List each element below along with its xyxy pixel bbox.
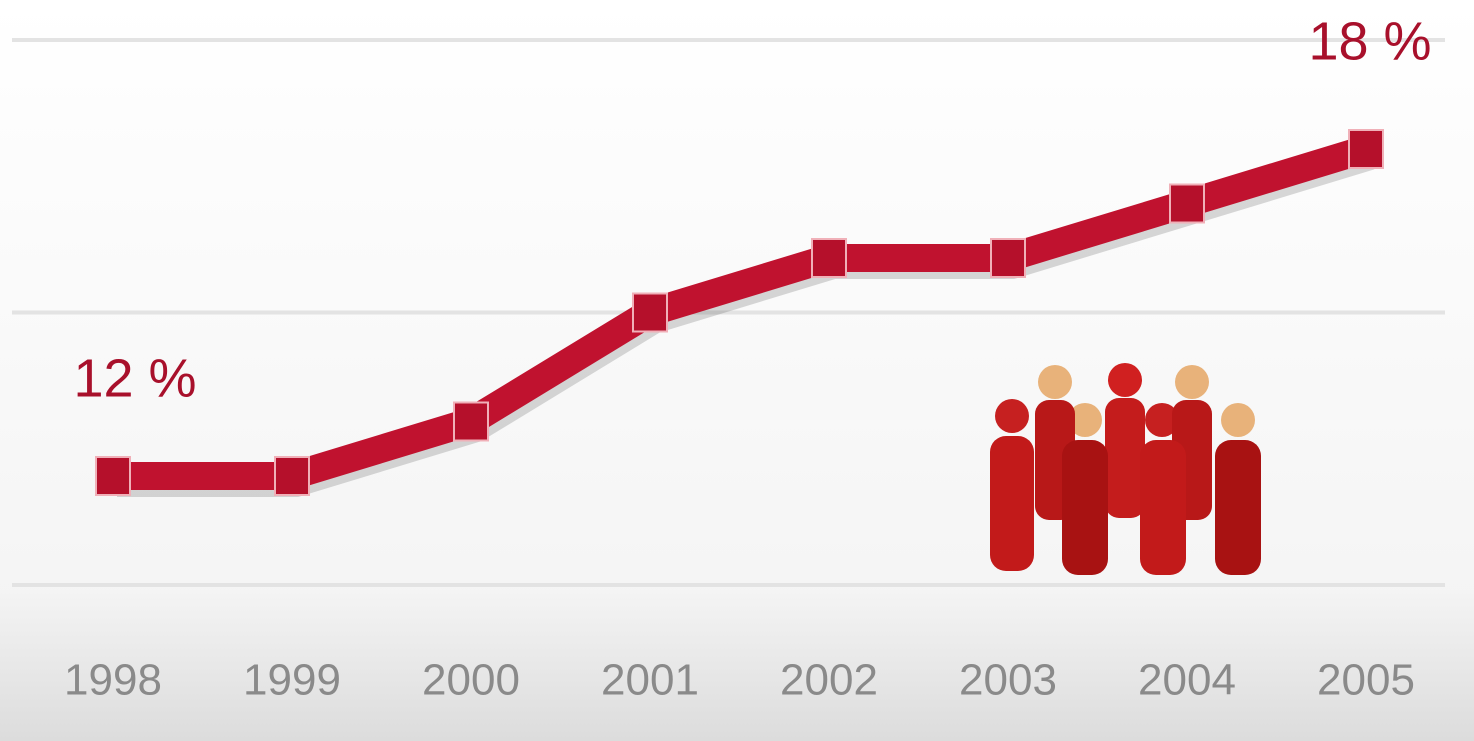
data-point: [95, 456, 131, 496]
x-tick-label: 1999: [243, 656, 341, 705]
value-label: 18 %: [1308, 11, 1431, 71]
x-tick-label: 1998: [64, 656, 162, 705]
x-tick-label: 2002: [780, 656, 878, 705]
x-tick-label: 2000: [422, 656, 520, 705]
data-point: [453, 401, 489, 442]
x-tick-label: 2003: [959, 656, 1057, 705]
value-label: 12 %: [73, 348, 196, 408]
data-point: [1169, 183, 1205, 224]
people-icon: [990, 363, 1261, 575]
data-point: [990, 238, 1026, 278]
x-tick-label: 2001: [601, 656, 699, 705]
data-point: [274, 456, 310, 496]
x-tick-label: 2004: [1138, 656, 1236, 705]
data-line: [113, 135, 1371, 490]
x-tick-label: 2005: [1317, 656, 1415, 705]
axis-band: [0, 590, 1474, 741]
data-point: [632, 292, 668, 333]
data-point: [811, 238, 847, 278]
data-point: [1348, 129, 1384, 169]
